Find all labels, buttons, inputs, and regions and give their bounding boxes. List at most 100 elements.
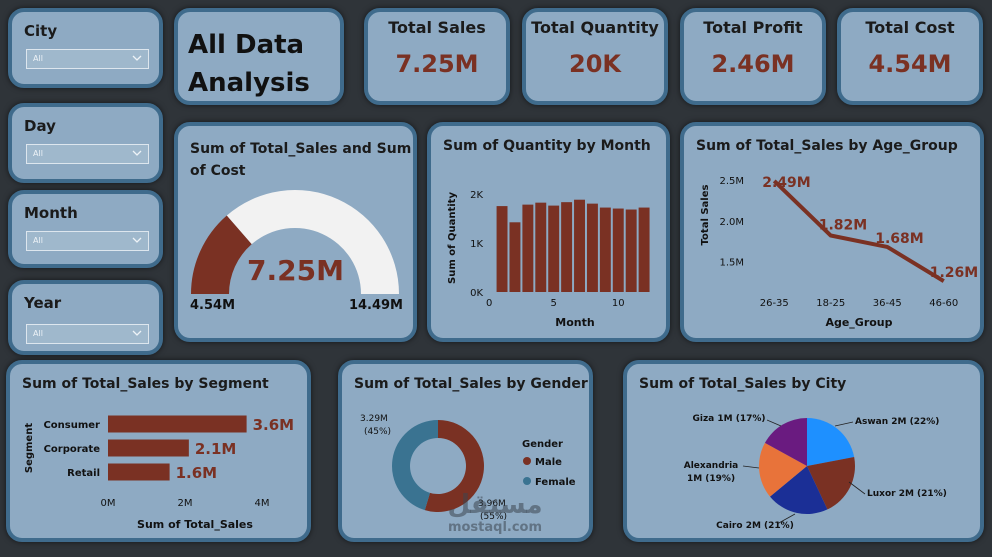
data-label: 3.29M <box>360 414 388 424</box>
data-label: 1.26M <box>930 265 978 281</box>
dropdown-value: All <box>33 329 43 338</box>
gender-slice <box>424 420 484 512</box>
kpi-total-quantity: Total Quantity 20K <box>522 8 668 105</box>
gauge-chart <box>191 190 399 294</box>
y-tick-label: 0K <box>470 288 483 299</box>
city-slice <box>770 466 828 514</box>
x-tick-label: 0 <box>486 298 492 309</box>
leader-line <box>848 481 866 495</box>
chart-title-line-2: of Cost <box>190 163 246 179</box>
gender-slice <box>392 420 438 511</box>
slicer-month: Month All <box>8 190 163 268</box>
x-tick-label: 5 <box>551 298 557 309</box>
legend-title: Gender <box>522 439 563 450</box>
dropdown-value: All <box>33 236 43 245</box>
month-bar <box>586 203 598 292</box>
chart-title: Sum of Total_Sales and Sum of Cost <box>190 138 411 182</box>
gender-donut-chart: 3.96M (55%) 3.29M (45%) Gender Male Female <box>360 414 576 522</box>
x-tick-label: 26-35 <box>760 298 789 309</box>
data-label: 1M (19%) <box>687 474 735 484</box>
leader-line <box>766 419 782 427</box>
legend-marker <box>523 457 531 465</box>
age-line-chart: 2.49M 1.82M 1.68M 1.26M 1.5M 2.0M 2.5M 26-35 18-… <box>700 175 978 329</box>
watermark: مستقل mostaql.com <box>430 490 560 535</box>
data-label: (45%) <box>364 427 391 437</box>
month-bar <box>548 205 560 292</box>
data-label: 3.96M <box>478 499 506 509</box>
x-tick-label: 18-25 <box>816 298 845 309</box>
x-tick-label: 46-60 <box>929 298 958 309</box>
data-label: Luxor 2M (21%) <box>867 489 947 499</box>
gauge-max-label: 14.49M <box>348 298 403 313</box>
chevron-down-icon <box>132 330 142 336</box>
month-bar <box>574 199 585 292</box>
day-dropdown[interactable]: All <box>26 144 149 164</box>
age-series-line <box>772 179 945 283</box>
segment-bar <box>108 439 189 457</box>
slicer-label: Month <box>24 204 78 222</box>
dashboard-title-card: All Data Analysis <box>174 8 344 105</box>
month-bar <box>496 206 508 292</box>
month-bar <box>625 209 637 292</box>
city-slice <box>759 442 807 497</box>
month-bar <box>561 202 573 292</box>
dropdown-value: All <box>33 54 43 63</box>
slicer-label: City <box>24 22 58 40</box>
data-label: 1.82M <box>819 218 867 234</box>
x-tick-label: 2M <box>178 498 193 509</box>
y-axis-label: Segment <box>24 423 35 473</box>
city-dropdown[interactable]: All <box>26 49 149 69</box>
kpi-total-sales: Total Sales 7.25M <box>364 8 510 105</box>
y-tick-label: Corporate <box>44 444 101 455</box>
legend-label: Male <box>535 457 562 468</box>
slicer-city: City All <box>8 8 163 88</box>
chevron-down-icon <box>132 150 142 156</box>
kpi-title: Total Quantity <box>531 18 659 37</box>
data-label: Aswan 2M (22%) <box>855 417 939 427</box>
kpi-value: 20K <box>569 50 621 78</box>
y-axis-label: Total Sales <box>700 185 711 246</box>
y-tick-label: Consumer <box>43 420 100 431</box>
kpi-title: Total Sales <box>388 18 486 37</box>
kpi-title: Total Profit <box>703 18 803 37</box>
chart-title: Sum of Total_Sales by Segment <box>22 376 269 392</box>
month-bar <box>638 207 650 292</box>
page-title-line-1: All Data <box>188 30 305 60</box>
x-tick-label: 10 <box>612 298 625 309</box>
slicer-year: Year All <box>8 280 163 355</box>
x-tick-label: 36-45 <box>873 298 902 309</box>
chart-title: Sum of Total_Sales by Gender <box>354 376 588 392</box>
leader-line <box>834 421 854 427</box>
city-slice <box>807 457 855 510</box>
leader-line <box>776 513 796 525</box>
kpi-value: 2.46M <box>711 50 795 78</box>
data-label: 2.49M <box>762 175 810 191</box>
kpi-value: 7.25M <box>395 50 479 78</box>
month-dropdown[interactable]: All <box>26 231 149 251</box>
y-tick-label: Retail <box>67 468 100 479</box>
segment-bar <box>108 463 170 481</box>
legend-marker <box>523 477 531 485</box>
y-axis-label: Sum of Quantity <box>447 192 458 284</box>
year-dropdown[interactable]: All <box>26 324 149 344</box>
chevron-down-icon <box>132 55 142 61</box>
month-bar <box>535 202 547 292</box>
sales-by-gender-card: Sum of Total_Sales by Gender 3.96M (55%) 3… <box>338 360 593 542</box>
slicer-label: Day <box>24 117 56 135</box>
x-tick-label: 0M <box>101 498 116 509</box>
dropdown-value: All <box>33 149 43 158</box>
month-bar <box>612 208 624 292</box>
quantity-bar-chart: 0K 1K 2K 0 5 10 Month Sum of Quantity <box>447 190 650 329</box>
y-tick-label: 1.5M <box>719 258 744 269</box>
data-label: (55%) <box>480 512 507 522</box>
chart-title: Sum of Total_Sales by City <box>639 376 847 392</box>
kpi-value: 4.54M <box>868 50 952 78</box>
leader-line <box>742 465 760 469</box>
sales-by-city-card: Sum of Total_Sales by City Aswan 2M (22%… <box>623 360 984 542</box>
gauge-card: Sum of Total_Sales and Sum of Cost 7.25M… <box>174 122 417 342</box>
slicer-label: Year <box>24 294 62 312</box>
segment-bar <box>108 415 247 433</box>
month-bar <box>522 204 534 292</box>
watermark-latin: mostaql.com <box>447 520 543 535</box>
segment-bar-chart: Consumer 3.6M Corporate 2.1M Retail 1.6M 0M 2M 4… <box>24 415 294 531</box>
